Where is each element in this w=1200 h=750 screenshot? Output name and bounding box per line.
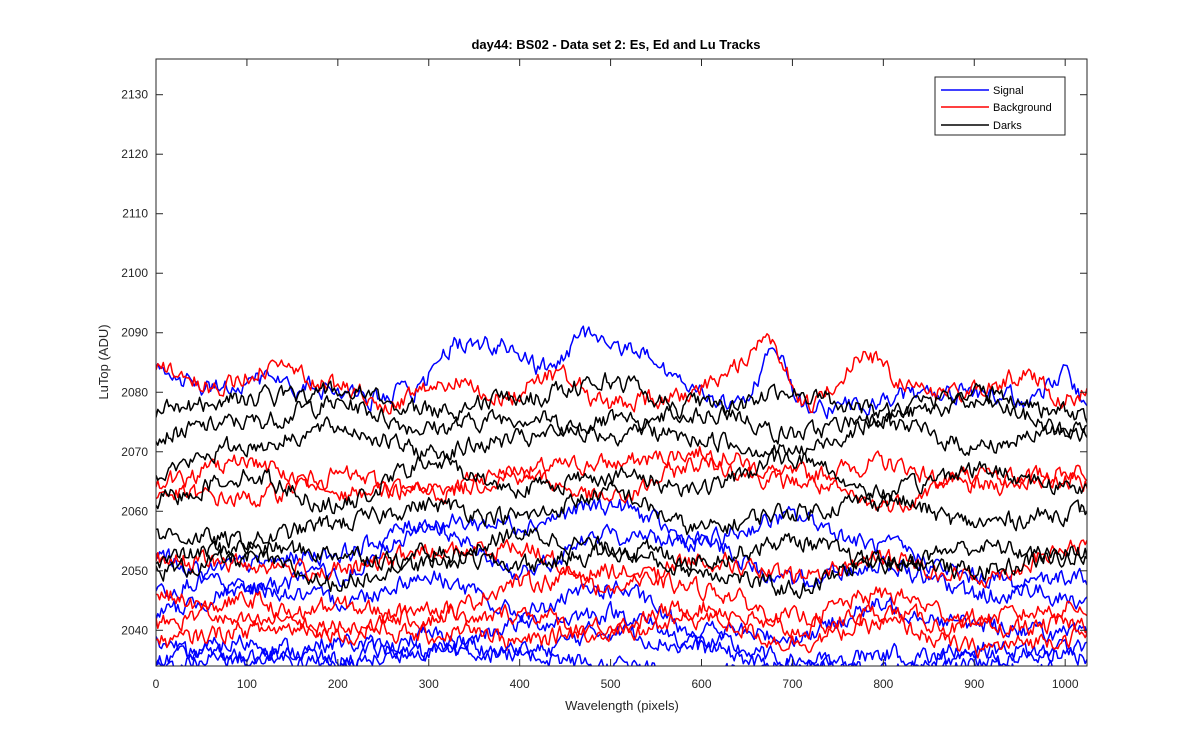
series-layer [156,325,1087,666]
x-tick-label: 1000 [1052,677,1079,691]
x-tick-label: 800 [873,677,893,691]
x-tick-label: 0 [153,677,160,691]
x-tick-label: 200 [328,677,348,691]
series-line-darks-15 [156,392,1087,447]
y-tick-label: 2070 [121,445,148,459]
series-line-background-9 [156,456,1087,513]
series-line-background-7 [156,333,1087,415]
series-line-signal-6 [156,640,1076,666]
x-axis-label: Wavelength (pixels) [565,698,679,713]
y-tick-label: 2090 [121,326,148,340]
series-line-darks-16 [156,408,1087,482]
series-line-darks-20 [156,542,1087,599]
y-tick-label: 2080 [121,385,148,399]
plot-area-border [155,58,1088,667]
series-line-background-13 [156,604,1087,659]
x-tick-label: 500 [601,677,621,691]
x-tick-label: 400 [510,677,530,691]
legend-label-darks: Darks [993,120,1022,132]
x-tick-label: 900 [964,677,984,691]
series-line-background-10 [156,539,1087,596]
x-tick-label: 700 [782,677,802,691]
y-tick-label: 2040 [121,623,148,637]
series-line-signal-5 [156,620,1087,666]
series-line-darks-14 [156,372,1087,425]
y-tick-label: 2050 [121,564,148,578]
legend-label-background: Background [993,102,1052,114]
x-axis: 0 100 200 300 400 500 600 700 800 900 1000 [153,59,1079,691]
x-tick-label: 600 [691,677,711,691]
chart-title: day44: BS02 - Data set 2: Es, Ed and Lu … [471,37,760,52]
series-line-signal-3 [156,570,1087,647]
series-line-signal-1 [156,519,1087,605]
legend: Signal Background Darks [934,76,1066,136]
series-line-signal-2 [156,498,1087,610]
series-line-darks-18 [156,481,1087,551]
legend-label-signal: Signal [993,85,1024,97]
series-line-background-11 [156,563,1087,631]
y-tick-label: 2110 [122,207,148,221]
y-tick-label: 2100 [121,266,148,280]
series-line-background-12 [156,590,1087,651]
x-tick-label: 300 [419,677,439,691]
series-line-darks-17 [156,448,1087,515]
y-axis-label: LuTop (ADU) [96,324,111,399]
y-tick-label: 2120 [121,147,148,161]
y-axis: 2040 2050 2060 2070 2080 2090 2100 2110 2120 2130 [121,88,1087,637]
y-tick-label: 2060 [121,504,148,518]
y-tick-label: 2130 [121,88,148,102]
x-tick-label: 100 [237,677,257,691]
